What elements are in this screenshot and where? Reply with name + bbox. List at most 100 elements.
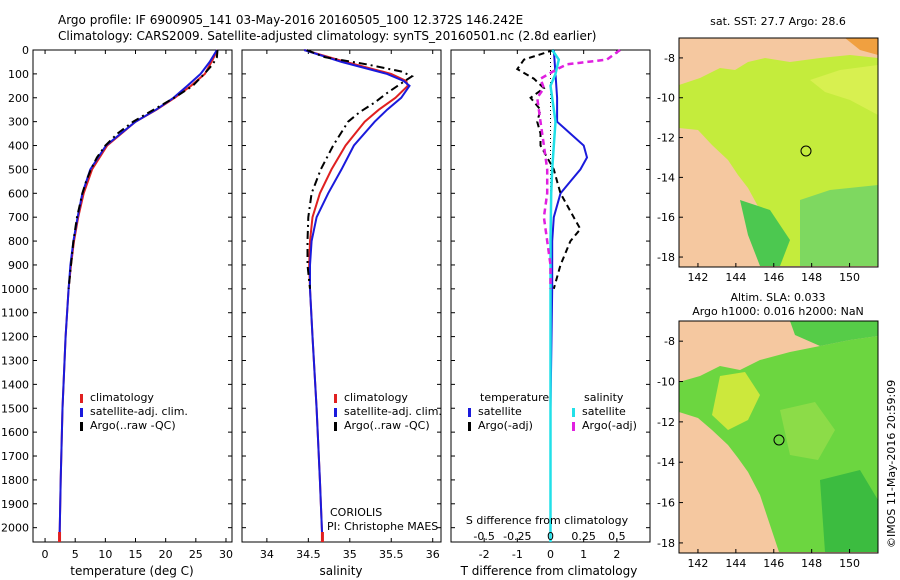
legend-climatology-swatch <box>80 394 83 403</box>
temperature-legend: climatology satellite-adj. clim. Argo(..… <box>80 391 188 433</box>
legend-climatology-swatch <box>334 394 337 403</box>
depth-tick-label: 1800 <box>1 474 29 487</box>
coriolis-label: CORIOLIS <box>330 506 383 519</box>
map-y-tick-label: -18 <box>657 251 675 264</box>
x-tick-label: 25 <box>189 548 203 561</box>
imos-credit: ©IMOS 11-May-2016 20:59:09 <box>885 379 898 548</box>
legend-sal-argo-swatch <box>572 422 575 431</box>
depth-tick-label: 1200 <box>1 331 29 344</box>
sst-map-coast-patch <box>740 200 790 266</box>
sla-map-title-1: Altim. SLA: 0.033 <box>730 291 825 304</box>
depth-tick-label: 400 <box>8 140 29 153</box>
bottom-marker <box>320 532 324 542</box>
difference-legend-temperature: temperature satellite Argo(-adj) <box>468 391 549 433</box>
sst-map: sat. SST: 27.7 Argo: 28.6 142 144 146 148 15… <box>657 15 879 284</box>
legend-argo: Argo(..raw -QC) <box>334 419 442 433</box>
legend-satellite-swatch <box>334 408 337 417</box>
legend-argo: Argo(..raw -QC) <box>80 419 188 433</box>
temperature-x-label: temperature (deg C) <box>70 564 193 578</box>
salinity-legend: climatology satellite-adj. clim. Argo(..… <box>334 391 442 433</box>
map-y-tick-label: -12 <box>657 416 675 429</box>
map-x-tick-label: 150 <box>839 557 860 570</box>
map-y-tick-label: -16 <box>657 211 675 224</box>
s-tick-label: 0.5 <box>608 530 626 543</box>
legend-satellite-label: satellite-adj. clim. <box>344 405 442 418</box>
legend-climatology-label: climatology <box>90 391 154 404</box>
x-tick-label: 15 <box>129 548 143 561</box>
s-tick-label: -0.5 <box>473 530 494 543</box>
map-y-tick-label: -14 <box>657 171 675 184</box>
sla-map-ocean-north <box>790 321 878 346</box>
series-line-satellite-adj-clim- <box>303 49 411 543</box>
map-y-tick-label: -8 <box>664 335 675 348</box>
sla-map-title-2: Argo h1000: 0.016 h2000: NaN <box>692 305 864 318</box>
x-tick-label: 10 <box>98 548 112 561</box>
s-tick-label: -0.25 <box>503 530 531 543</box>
map-y-tick-label: -8 <box>664 52 675 65</box>
legend-sal-head: salinity <box>584 391 624 404</box>
x-tick-label: -1 <box>512 548 523 561</box>
legend-argo-swatch <box>80 422 83 431</box>
series-line-temperature-argo-adj- <box>515 49 582 290</box>
x-tick-label: 34 <box>260 548 274 561</box>
legend-temp-satellite: satellite <box>468 405 549 419</box>
depth-tick-label: 1600 <box>1 426 29 439</box>
map-x-tick-label: 148 <box>801 271 822 284</box>
salinity-panel-frame <box>241 49 442 543</box>
depth-tick-label: 700 <box>8 211 29 224</box>
t-difference-x-label: T difference from climatology <box>460 564 638 578</box>
difference-legend-salinity: salinity satellite Argo(-adj) <box>572 391 637 433</box>
x-tick-label: 2 <box>613 548 620 561</box>
legend-sal-argo: Argo(-adj) <box>572 419 637 433</box>
depth-tick-label: 200 <box>8 92 29 105</box>
legend-sal-argo-label: Argo(-adj) <box>582 419 637 432</box>
s-difference-tick-labels: -0.5 -0.25 0 0.25 0.5 <box>473 530 625 543</box>
legend-sal-satellite-swatch <box>572 408 575 417</box>
sst-map-argo-location <box>800 145 812 157</box>
sla-map-argo-location <box>773 434 785 446</box>
x-tick-label: 30 <box>219 548 233 561</box>
series-line-argo-raw-qc- <box>306 49 415 289</box>
x-tick-label: 34.5 <box>296 548 321 561</box>
depth-tick-label: 600 <box>8 187 29 200</box>
map-x-tick-label: 146 <box>763 271 784 284</box>
depth-tick-label: 300 <box>8 116 29 129</box>
legend-argo-swatch <box>334 422 337 431</box>
sla-map-dark-patch <box>820 470 878 552</box>
depth-tick-label: 1300 <box>1 354 29 367</box>
sst-map-title: sat. SST: 27.7 Argo: 28.6 <box>710 15 846 28</box>
s-tick-label: 0 <box>547 530 554 543</box>
map-x-tick-label: 144 <box>725 271 746 284</box>
map-y-tick-label: -14 <box>657 456 675 469</box>
figure-title-line2: Climatology: CARS2009. Satellite-adjuste… <box>58 29 597 43</box>
depth-tick-label: 1400 <box>1 378 29 391</box>
series-line-salinity-satellite <box>549 49 561 542</box>
map-y-tick-label: -16 <box>657 497 675 510</box>
sst-map-cool-patch <box>800 185 878 266</box>
map-x-tick-label: 144 <box>725 557 746 570</box>
sst-map-land-north <box>679 38 760 75</box>
depth-tick-label: 500 <box>8 163 29 176</box>
legend-sal-satellite: satellite <box>572 405 637 419</box>
depth-tick-label: 2000 <box>1 522 29 535</box>
map-x-tick-label: 146 <box>763 557 784 570</box>
temperature-plot-area: 0 5 10 15 20 25 300100200300400500600700800900… <box>1 44 233 561</box>
legend-satellite-label: satellite-adj. clim. <box>90 405 188 418</box>
map-x-tick-label: 142 <box>687 271 708 284</box>
pi-label: PI: Christophe MAES <box>327 520 439 533</box>
s-tick-label: 0.25 <box>571 530 596 543</box>
depth-tick-label: 1700 <box>1 450 29 463</box>
legend-temp-argo: Argo(-adj) <box>468 419 549 433</box>
sst-map-ticks: 142 144 146 148 150 -8 -10 -12 -14 -16 -18 <box>657 52 860 284</box>
sla-map-ticks: 142 144 146 148 150 -8 -10 -12 -14 -16 -18 <box>657 335 860 570</box>
x-tick-label: 20 <box>159 548 173 561</box>
legend-satellite: satellite-adj. clim. <box>334 405 442 419</box>
map-x-tick-label: 150 <box>839 271 860 284</box>
map-x-tick-label: 142 <box>687 557 708 570</box>
legend-satellite: satellite-adj. clim. <box>80 405 188 419</box>
sla-map-light-patch <box>780 402 835 460</box>
depth-tick-label: 800 <box>8 235 29 248</box>
x-tick-label: 5 <box>72 548 79 561</box>
depth-tick-label: 1900 <box>1 498 29 511</box>
salinity-plot-area: 34 34.5 35 35.5 36 <box>242 49 441 561</box>
